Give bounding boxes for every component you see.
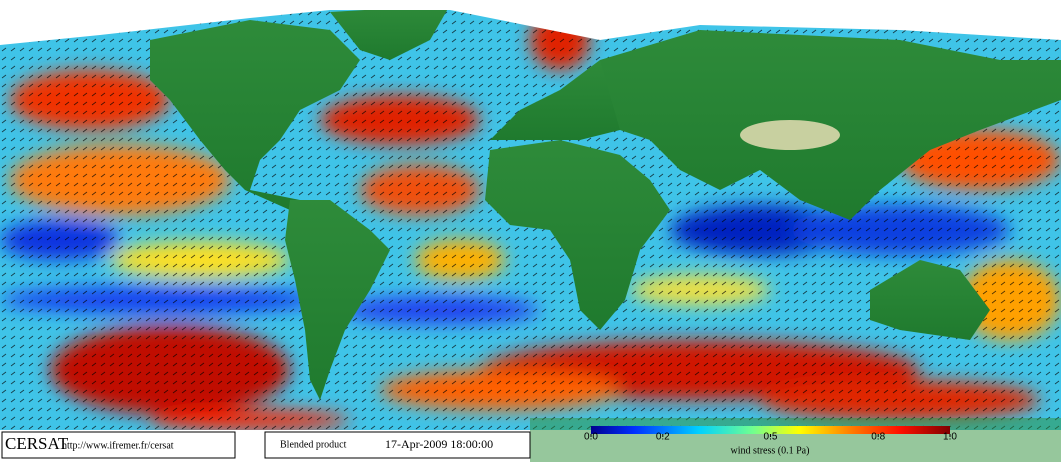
- antarctica: [530, 418, 1061, 462]
- asia: [600, 30, 1061, 220]
- colorbar: [591, 426, 950, 434]
- logo-url: http://www.ifremer.fr/cersat: [62, 440, 174, 451]
- logo-name: CERSAT: [5, 434, 69, 453]
- arctic: [0, 0, 1061, 45]
- colorbar-tick-label: 0.0: [584, 432, 598, 443]
- greenland: [330, 5, 450, 60]
- europe: [490, 60, 640, 140]
- colorbar-tick-label: 1.0: [943, 432, 957, 443]
- australia: [870, 260, 990, 340]
- product-box: [264, 431, 531, 459]
- north-america: [150, 20, 360, 210]
- logo-box: [1, 431, 236, 459]
- colorbar-tick-label: 0.5: [764, 432, 778, 443]
- ocean: [0, 0, 1061, 430]
- africa: [485, 140, 670, 330]
- tibet-plateau: [740, 120, 840, 150]
- product-date: 17-Apr-2009 18:00:00: [385, 437, 493, 451]
- colorbar-tick-label: 0.8: [871, 432, 885, 443]
- south-america: [285, 200, 390, 400]
- colorbar-tick-label: 0.2: [656, 432, 670, 443]
- product-name: Blended product: [280, 439, 347, 450]
- continents: [150, 5, 1061, 400]
- colorbar-label: wind stress (0.1 Pa): [731, 445, 810, 456]
